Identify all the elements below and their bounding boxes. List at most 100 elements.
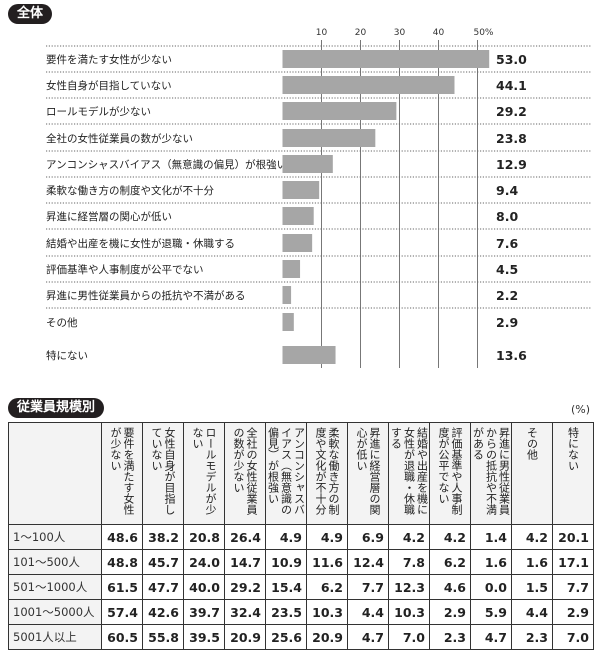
- table-cell: 11.6: [306, 549, 348, 575]
- table-cell: 4.4: [347, 599, 389, 625]
- value-label: 13.6: [496, 348, 527, 363]
- table-cell: 5.9: [470, 599, 512, 625]
- category-label: 昇進に男性従業員からの抵抗や不満がある: [46, 289, 246, 302]
- column-header: 全社の女性従業員の数が少ない: [224, 422, 266, 525]
- value-label: 2.2: [496, 288, 518, 303]
- column-header-text: アンコンシャスバイアス（無意識の偏見）が根強い: [266, 427, 306, 515]
- table-cell: 6.2: [429, 549, 471, 575]
- tick-label: 20: [355, 28, 367, 38]
- column-header-text: その他: [525, 427, 539, 460]
- table-cell: 15.4: [265, 574, 307, 600]
- column-header: 昇進に経営層の関心が低い: [347, 422, 389, 525]
- table-cell: 29.2: [224, 574, 266, 600]
- column-header-text: 女性自身が目指していない: [150, 427, 176, 515]
- table-cell: 20.1: [552, 524, 594, 550]
- bar: [282, 102, 397, 120]
- unit-label: (%): [570, 403, 590, 416]
- bar: [282, 129, 376, 147]
- column-header: 特にない: [552, 422, 594, 525]
- column-header-text: 結婚や出産を機に女性が退職・休職する: [389, 427, 429, 515]
- value-label: 12.9: [496, 157, 527, 172]
- row-label: 5001人以上: [8, 624, 102, 650]
- value-label: 4.5: [496, 262, 518, 277]
- category-label: 全社の女性従業員の数が少ない: [46, 132, 193, 145]
- table-cell: 7.8: [388, 549, 430, 575]
- row-label: 501～1000人: [8, 574, 102, 600]
- table-cell: 14.7: [224, 549, 266, 575]
- table-row: 101～500人 48.8 45.7 24.0 14.7 10.9 11.6 12.4 7.8 6…: [8, 549, 594, 575]
- column-header: 昇進に男性従業員からの抵抗や不満がある: [470, 422, 512, 525]
- table-cell: 48.6: [101, 524, 143, 550]
- column-header: アンコンシャスバイアス（無意識の偏見）が根強い: [265, 422, 307, 525]
- row-label: 1001～5000人: [8, 599, 102, 625]
- value-label: 23.8: [496, 131, 527, 146]
- table-cell: 20.8: [183, 524, 225, 550]
- row-label: 101～500人: [8, 549, 102, 575]
- table-cell: 39.7: [183, 599, 225, 625]
- table-cell: 7.7: [347, 574, 389, 600]
- table-cell: 4.9: [265, 524, 307, 550]
- table-cell: 23.5: [265, 599, 307, 625]
- table-cell: 1.6: [470, 549, 512, 575]
- value-label: 9.4: [496, 183, 518, 198]
- column-header-text: 要件を満たす女性が少ない: [109, 427, 135, 515]
- tick-label: 40: [433, 28, 445, 38]
- value-label: 29.2: [496, 104, 527, 119]
- category-label: アンコンシャスバイアス（無意識の偏見）が根強い: [46, 158, 287, 171]
- table-cell: 55.8: [142, 624, 184, 650]
- table-cell: 4.4: [511, 599, 553, 625]
- bar: [282, 260, 301, 278]
- column-header: 結婚や出産を機に女性が退職・休職する: [388, 422, 430, 525]
- table-cell: 2.9: [552, 599, 594, 625]
- table-cell: 17.1: [552, 549, 594, 575]
- table-cell: 7.7: [552, 574, 594, 600]
- bar: [282, 76, 455, 94]
- table-cell: 2.3: [429, 624, 471, 650]
- table-cell: 1.6: [511, 549, 553, 575]
- bar-chart: 10 20 30 40 50% 要件を満たす女性が少ない 53.0 女性自身が目指していない 4…: [46, 28, 592, 368]
- table-cell: 7.0: [388, 624, 430, 650]
- table-cell: 2.9: [429, 599, 471, 625]
- table-cell: 40.0: [183, 574, 225, 600]
- column-header: 柔軟な働き方の制度や文化が不十分: [306, 422, 348, 525]
- table-row: 5001人以上 60.5 55.8 39.5 20.9 25.6 20.9 4.7 7.0 2.3…: [8, 624, 594, 650]
- size-table: 要件を満たす女性が少ない 女性自身が目指していない ロールモデルが少ない 全社の女性従…: [8, 422, 594, 650]
- bar: [282, 346, 336, 364]
- table-cell: 10.9: [265, 549, 307, 575]
- column-header-text: 評価基準や人事制度が公平でない: [437, 427, 463, 515]
- column-header-text: 昇進に経営層の関心が低い: [355, 427, 381, 515]
- bar: [282, 286, 292, 304]
- category-label: 要件を満たす女性が少ない: [46, 53, 172, 66]
- tick-label: 50%: [473, 28, 493, 38]
- table-cell: 4.7: [347, 624, 389, 650]
- table-cell: 4.9: [306, 524, 348, 550]
- column-header: 要件を満たす女性が少ない: [101, 422, 143, 525]
- section-title-by-size: 従業員規模別: [8, 398, 105, 418]
- table-cell: 7.0: [552, 624, 594, 650]
- table-row: 501～1000人 61.5 47.7 40.0 29.2 15.4 6.2 7.7 12.3 4…: [8, 574, 594, 600]
- tick-label: 30: [394, 28, 406, 38]
- value-label: 8.0: [496, 209, 518, 224]
- bar: [282, 234, 313, 252]
- column-header: ロールモデルが少ない: [183, 422, 225, 525]
- table-cell: 6.2: [306, 574, 348, 600]
- table-cell: 0.0: [470, 574, 512, 600]
- table-cell: 10.3: [388, 599, 430, 625]
- table-row: 1001～5000人 57.4 42.6 39.7 32.4 23.5 10.3 4.4 10.…: [8, 599, 594, 625]
- table-cell: 39.5: [183, 624, 225, 650]
- category-label: 評価基準や人事制度が公平でない: [46, 263, 204, 276]
- category-label: 昇進に経営層の関心が低い: [46, 210, 172, 223]
- table-cell: 6.9: [347, 524, 389, 550]
- table-cell: 4.2: [511, 524, 553, 550]
- table-cell: 10.3: [306, 599, 348, 625]
- row-label: 1～100人: [8, 524, 102, 550]
- table-row: 1～100人 48.6 38.2 20.8 26.4 4.9 4.9 6.9 4.2 4.2 1.4…: [8, 524, 594, 550]
- table-cell: 4.7: [470, 624, 512, 650]
- column-header-text: 特にない: [566, 427, 580, 471]
- bar: [282, 50, 490, 68]
- category-label: ロールモデルが少ない: [46, 105, 151, 118]
- category-label: 結婚や出産を機に女性が退職・休職する: [46, 237, 235, 250]
- table-cell: 42.6: [142, 599, 184, 625]
- value-label: 44.1: [496, 78, 527, 93]
- value-label: 7.6: [496, 236, 518, 251]
